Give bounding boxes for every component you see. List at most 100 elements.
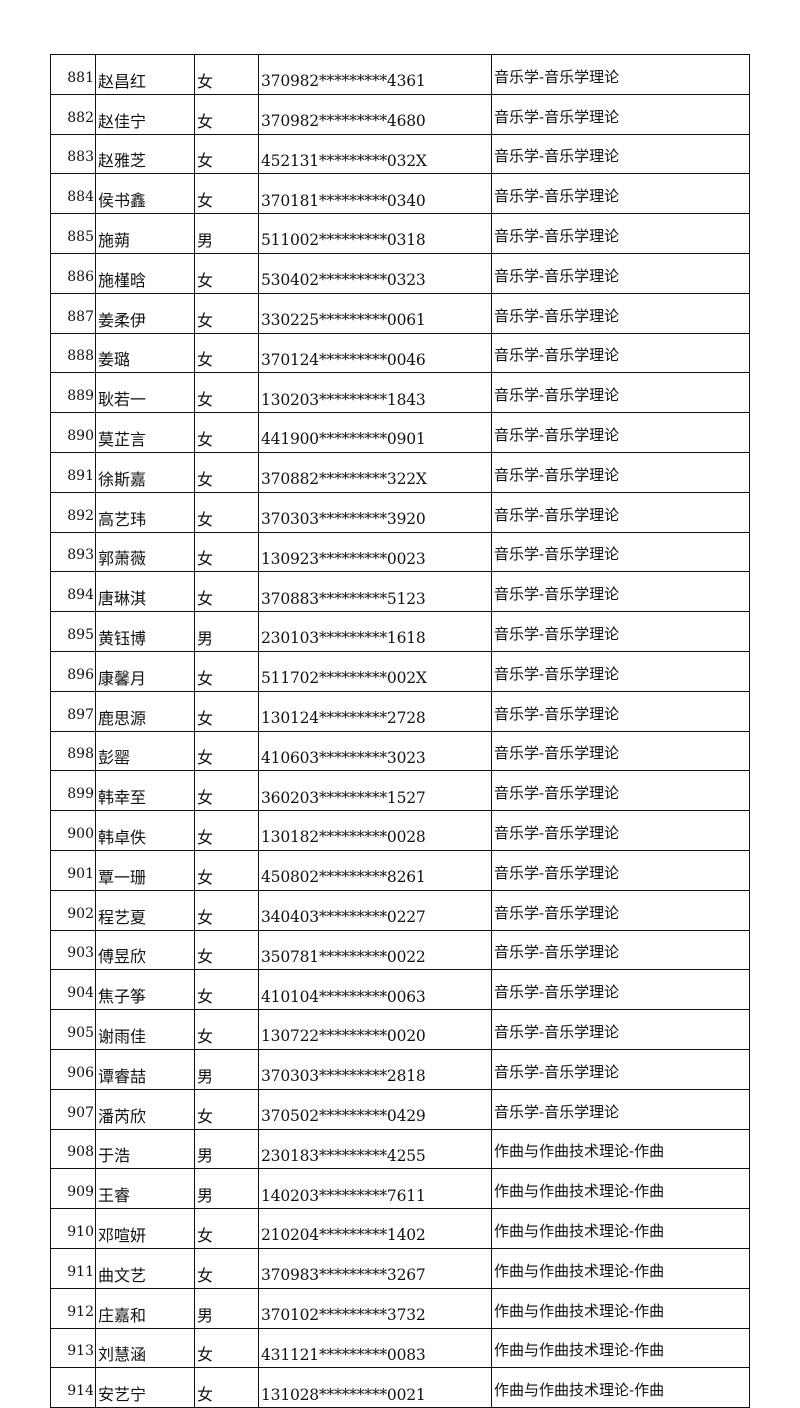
student-name-cell: 安艺宁 (95, 1367, 195, 1408)
row-number-cell: 903 (50, 929, 96, 971)
row-number-cell: 883 (50, 133, 96, 175)
id-number-cell: 410104*********0063 (258, 969, 492, 1011)
row-number-cell: 894 (50, 571, 96, 613)
row-number-cell: 914 (50, 1367, 96, 1408)
id-number-cell: 340403*********0227 (258, 889, 492, 931)
id-number-cell: 130923*********0023 (258, 531, 492, 573)
gender-cell: 女 (194, 1088, 259, 1130)
gender-cell: 女 (194, 332, 259, 374)
row-number-cell: 909 (50, 1168, 96, 1210)
gender-cell: 女 (194, 1208, 259, 1249)
gender-cell: 男 (194, 213, 259, 254)
major-cell: 音乐学-音乐学理论 (491, 491, 750, 533)
row-number-cell: 910 (50, 1208, 96, 1249)
gender-cell: 男 (194, 1128, 259, 1170)
table-row: 890 莫芷言女 441900*********0901 音乐学-音乐学理论 (50, 412, 750, 453)
student-name-cell: 姜柔伊 (95, 292, 195, 334)
row-number-cell: 895 (50, 611, 96, 652)
table-row: 911 曲文艺女 370983*********3267 作曲与作曲技术理论-作曲 (50, 1247, 750, 1289)
id-number-cell: 370303*********3920 (258, 491, 492, 533)
student-name-cell: 韩卓佚 (95, 810, 195, 851)
gender-cell: 女 (194, 889, 259, 931)
table-row: 914 安艺宁女 131028*********0021 作曲与作曲技术理论-作曲 (50, 1367, 750, 1408)
student-name-cell: 赵昌红 (95, 54, 195, 95)
gender-cell: 女 (194, 133, 259, 175)
id-number-cell: 370982*********4680 (258, 93, 492, 135)
id-number-cell: 370883*********5123 (258, 571, 492, 613)
table-row: 884 侯书鑫女 370181*********0340 音乐学-音乐学理论 (50, 173, 750, 215)
gender-cell: 女 (194, 412, 259, 453)
major-cell: 音乐学-音乐学理论 (491, 690, 750, 732)
student-name-cell: 谢雨佳 (95, 1009, 195, 1050)
student-name-cell: 侯书鑫 (95, 173, 195, 215)
row-number-cell: 902 (50, 889, 96, 931)
gender-cell: 女 (194, 54, 259, 95)
table-row: 889 耿若一女 130203*********1843 音乐学-音乐学理论 (50, 372, 750, 414)
major-cell: 音乐学-音乐学理论 (491, 571, 750, 613)
row-number-cell: 886 (50, 252, 96, 294)
table-row: 882 赵佳宁女 370982*********4680 音乐学-音乐学理论 (50, 93, 750, 135)
table-row: 904 焦子筝女 410104*********0063 音乐学-音乐学理论 (50, 969, 750, 1011)
major-cell: 音乐学-音乐学理论 (491, 1088, 750, 1130)
id-number-cell: 130124*********2728 (258, 690, 492, 732)
gender-cell: 女 (194, 810, 259, 851)
table-row: 910 邓喧妍女 210204*********1402 作曲与作曲技术理论-作曲 (50, 1208, 750, 1249)
gender-cell: 女 (194, 1009, 259, 1050)
major-cell: 音乐学-音乐学理论 (491, 1048, 750, 1090)
student-name-cell: 刘慧涵 (95, 1327, 195, 1369)
student-name-cell: 康馨月 (95, 650, 195, 692)
major-cell: 音乐学-音乐学理论 (491, 451, 750, 493)
student-list-table: 881 赵昌红女 370982*********4361 音乐学-音乐学理论 882 赵佳… (50, 54, 750, 1408)
major-cell: 音乐学-音乐学理论 (491, 810, 750, 851)
student-name-cell: 耿若一 (95, 372, 195, 414)
major-cell: 音乐学-音乐学理论 (491, 332, 750, 374)
table-row: 894 唐琳淇女 370883*********5123 音乐学-音乐学理论 (50, 571, 750, 613)
id-number-cell: 511002*********0318 (258, 213, 492, 254)
table-row: 900 韩卓佚女 130182*********0028 音乐学-音乐学理论 (50, 810, 750, 851)
student-name-cell: 覃一珊 (95, 849, 195, 891)
gender-cell: 女 (194, 969, 259, 1011)
table-row: 913 刘慧涵女 431121*********0083 作曲与作曲技术理论-作曲 (50, 1327, 750, 1369)
student-name-cell: 施槿晗 (95, 252, 195, 294)
gender-cell: 女 (194, 173, 259, 215)
table-body: 881 赵昌红女 370982*********4361 音乐学-音乐学理论 882 赵佳… (50, 54, 750, 1408)
gender-cell: 男 (194, 611, 259, 652)
major-cell: 作曲与作曲技术理论-作曲 (491, 1287, 750, 1329)
id-number-cell: 230103*********1618 (258, 611, 492, 652)
table-row: 896 康馨月女 511702*********002X 音乐学-音乐学理论 (50, 650, 750, 692)
student-name-cell: 赵佳宁 (95, 93, 195, 135)
id-number-cell: 370181*********0340 (258, 173, 492, 215)
row-number-cell: 889 (50, 372, 96, 414)
row-number-cell: 905 (50, 1009, 96, 1050)
major-cell: 作曲与作曲技术理论-作曲 (491, 1247, 750, 1289)
gender-cell: 女 (194, 252, 259, 294)
id-number-cell: 370982*********4361 (258, 54, 492, 95)
student-name-cell: 高艺玮 (95, 491, 195, 533)
id-number-cell: 370502*********0429 (258, 1088, 492, 1130)
row-number-cell: 892 (50, 491, 96, 533)
table-row: 888 姜璐女 370124*********0046 音乐学-音乐学理论 (50, 332, 750, 374)
row-number-cell: 884 (50, 173, 96, 215)
table-row: 899 韩幸至女 360203*********1527 音乐学-音乐学理论 (50, 770, 750, 812)
student-name-cell: 韩幸至 (95, 770, 195, 812)
student-name-cell: 傅昱欣 (95, 929, 195, 971)
row-number-cell: 900 (50, 810, 96, 851)
row-number-cell: 912 (50, 1287, 96, 1329)
id-number-cell: 452131*********032X (258, 133, 492, 175)
major-cell: 音乐学-音乐学理论 (491, 849, 750, 891)
major-cell: 音乐学-音乐学理论 (491, 650, 750, 692)
table-row: 905 谢雨佳女 130722*********0020 音乐学-音乐学理论 (50, 1009, 750, 1050)
gender-cell: 女 (194, 372, 259, 414)
id-number-cell: 410603*********3023 (258, 730, 492, 772)
student-name-cell: 施蒴 (95, 213, 195, 254)
table-row: 891 徐斯嘉女 370882*********322X 音乐学-音乐学理论 (50, 451, 750, 493)
table-row: 892 高艺玮女 370303*********3920 音乐学-音乐学理论 (50, 491, 750, 533)
gender-cell: 女 (194, 451, 259, 493)
id-number-cell: 530402*********0323 (258, 252, 492, 294)
major-cell: 音乐学-音乐学理论 (491, 730, 750, 772)
id-number-cell: 210204*********1402 (258, 1208, 492, 1249)
row-number-cell: 888 (50, 332, 96, 374)
table-row: 883 赵雅芝女 452131*********032X 音乐学-音乐学理论 (50, 133, 750, 175)
major-cell: 音乐学-音乐学理论 (491, 54, 750, 95)
table-row: 881 赵昌红女 370982*********4361 音乐学-音乐学理论 (50, 54, 750, 95)
